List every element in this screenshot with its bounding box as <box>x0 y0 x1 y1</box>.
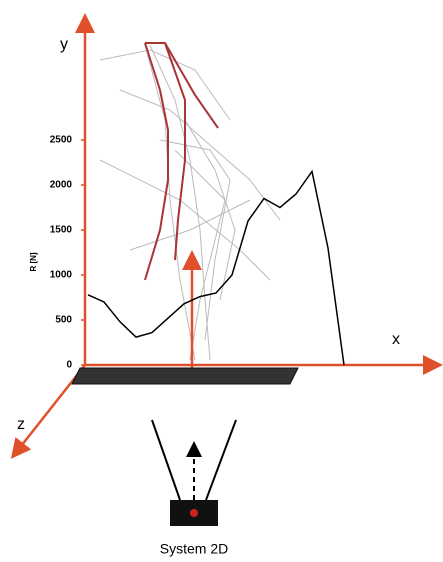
y-tick-label: 1500 <box>50 225 73 236</box>
y-tick-label: 500 <box>55 315 72 326</box>
axis-label: y <box>60 36 68 53</box>
y-tick-label: 1000 <box>50 270 73 281</box>
camera-label: System 2D <box>160 541 228 557</box>
y-tick-label: 0 <box>66 360 72 371</box>
y-axis-title: R [N] <box>29 252 38 271</box>
axis-label: z <box>17 416 25 433</box>
skeleton-trace <box>100 45 280 360</box>
skeleton <box>145 43 218 280</box>
y-tick-label: 2500 <box>50 135 73 146</box>
axis-label: x <box>392 331 400 348</box>
page: y x z R [N] System 2D 0 500 1000 1500 2000 25… <box>0 0 443 562</box>
camera-lens <box>190 509 198 517</box>
camera-view <box>152 420 180 500</box>
y-tick-label: 2000 <box>50 180 73 191</box>
force-plate <box>72 368 298 384</box>
camera-view <box>206 420 236 500</box>
force-curve <box>88 172 344 366</box>
figure: y x z R [N] System 2D 0 500 1000 1500 2000 25… <box>0 0 443 562</box>
